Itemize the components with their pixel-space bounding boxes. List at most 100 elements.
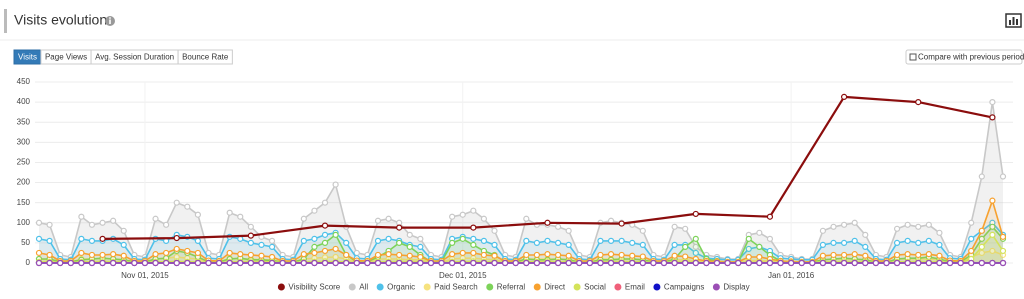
tab-frame[interactable] bbox=[177, 49, 233, 65]
compare-button-frame[interactable] bbox=[905, 49, 1023, 65]
data-point[interactable] bbox=[35, 249, 43, 257]
legend-swatch[interactable] bbox=[486, 283, 494, 291]
data-point[interactable] bbox=[904, 237, 911, 244]
data-point[interactable] bbox=[629, 259, 636, 267]
legend-label[interactable]: Campaigns bbox=[664, 283, 704, 292]
data-point[interactable] bbox=[152, 251, 159, 258]
data-point[interactable] bbox=[374, 217, 382, 224]
data-point[interactable] bbox=[936, 229, 943, 236]
data-point[interactable] bbox=[671, 252, 678, 259]
data-point[interactable] bbox=[692, 210, 699, 218]
data-point[interactable] bbox=[194, 211, 202, 218]
data-point[interactable] bbox=[268, 243, 276, 251]
data-point[interactable] bbox=[406, 231, 413, 238]
data-point[interactable] bbox=[756, 243, 763, 251]
data-point[interactable] bbox=[78, 249, 85, 257]
data-point[interactable] bbox=[374, 251, 382, 259]
data-point[interactable] bbox=[968, 235, 975, 242]
data-point[interactable] bbox=[692, 243, 699, 251]
data-point[interactable] bbox=[597, 259, 604, 267]
data-point[interactable] bbox=[533, 259, 540, 267]
data-point[interactable] bbox=[237, 259, 244, 267]
data-point[interactable] bbox=[194, 259, 202, 267]
data-point[interactable] bbox=[565, 259, 572, 267]
data-point[interactable] bbox=[692, 235, 699, 242]
legend-label[interactable]: Visibility Score bbox=[288, 283, 340, 292]
data-point[interactable] bbox=[639, 259, 646, 267]
data-point[interactable] bbox=[925, 221, 932, 228]
data-point[interactable] bbox=[247, 259, 254, 267]
data-point[interactable] bbox=[396, 259, 403, 267]
data-point[interactable] bbox=[99, 235, 106, 242]
data-point[interactable] bbox=[999, 259, 1007, 267]
data-point[interactable] bbox=[978, 173, 985, 180]
data-point[interactable] bbox=[745, 245, 752, 253]
data-point[interactable] bbox=[989, 223, 996, 230]
data-point[interactable] bbox=[396, 251, 403, 259]
data-point[interactable] bbox=[682, 259, 689, 267]
data-point[interactable] bbox=[893, 251, 901, 259]
data-point[interactable] bbox=[724, 259, 731, 267]
data-point[interactable] bbox=[35, 235, 43, 242]
data-point[interactable] bbox=[99, 259, 106, 267]
data-point[interactable] bbox=[840, 259, 848, 267]
data-point[interactable] bbox=[141, 259, 149, 267]
data-point[interactable] bbox=[830, 223, 837, 230]
data-point[interactable] bbox=[184, 203, 191, 210]
data-point[interactable] bbox=[163, 221, 170, 228]
data-point[interactable] bbox=[565, 252, 572, 259]
data-point[interactable] bbox=[470, 224, 477, 231]
data-point[interactable] bbox=[745, 235, 752, 242]
data-point[interactable] bbox=[258, 241, 265, 248]
data-point[interactable] bbox=[173, 259, 180, 267]
data-point[interactable] bbox=[597, 251, 604, 259]
data-point[interactable] bbox=[777, 259, 784, 267]
data-point[interactable] bbox=[46, 251, 53, 259]
data-point[interactable] bbox=[226, 209, 233, 216]
data-point[interactable] bbox=[607, 237, 615, 244]
data-point[interactable] bbox=[449, 259, 456, 267]
data-point[interactable] bbox=[533, 251, 540, 259]
data-point[interactable] bbox=[332, 259, 339, 267]
data-point[interactable] bbox=[311, 207, 318, 214]
tab-label[interactable]: Avg. Session Duration bbox=[95, 53, 174, 62]
data-point[interactable] bbox=[491, 227, 498, 234]
data-point[interactable] bbox=[798, 259, 805, 267]
data-point[interactable] bbox=[830, 251, 837, 259]
data-point[interactable] bbox=[989, 114, 996, 121]
data-point[interactable] bbox=[671, 241, 678, 248]
data-point[interactable] bbox=[925, 237, 932, 244]
data-point[interactable] bbox=[607, 251, 615, 258]
legend-item[interactable]: Visibility Score bbox=[277, 283, 341, 292]
data-point[interactable] bbox=[851, 251, 858, 258]
data-point[interactable] bbox=[745, 259, 752, 267]
data-point[interactable] bbox=[120, 259, 127, 267]
data-point[interactable] bbox=[597, 237, 604, 244]
legend-item[interactable]: Social bbox=[573, 283, 607, 292]
data-point[interactable] bbox=[343, 251, 350, 259]
data-point[interactable] bbox=[173, 199, 180, 206]
data-point[interactable] bbox=[163, 259, 170, 267]
data-point[interactable] bbox=[417, 243, 424, 251]
data-point[interactable] bbox=[120, 241, 127, 248]
data-point[interactable] bbox=[946, 259, 954, 267]
data-point[interactable] bbox=[819, 227, 827, 234]
data-point[interactable] bbox=[459, 259, 466, 267]
data-point[interactable] bbox=[480, 237, 488, 244]
data-point[interactable] bbox=[915, 259, 922, 267]
data-point[interactable] bbox=[343, 239, 350, 246]
data-point[interactable] bbox=[840, 221, 848, 228]
data-point[interactable] bbox=[173, 245, 180, 253]
legend-item[interactable]: Paid Search bbox=[423, 283, 478, 292]
data-point[interactable] bbox=[35, 219, 43, 226]
data-point[interactable] bbox=[554, 251, 562, 259]
data-point[interactable] bbox=[46, 237, 53, 244]
data-point[interactable] bbox=[872, 259, 879, 267]
legend-label[interactable]: Social bbox=[584, 283, 606, 292]
data-point[interactable] bbox=[502, 259, 509, 267]
data-point[interactable] bbox=[639, 253, 646, 260]
data-point[interactable] bbox=[99, 219, 106, 226]
data-point[interactable] bbox=[554, 259, 562, 267]
data-point[interactable] bbox=[470, 259, 477, 267]
data-point[interactable] bbox=[99, 251, 106, 259]
